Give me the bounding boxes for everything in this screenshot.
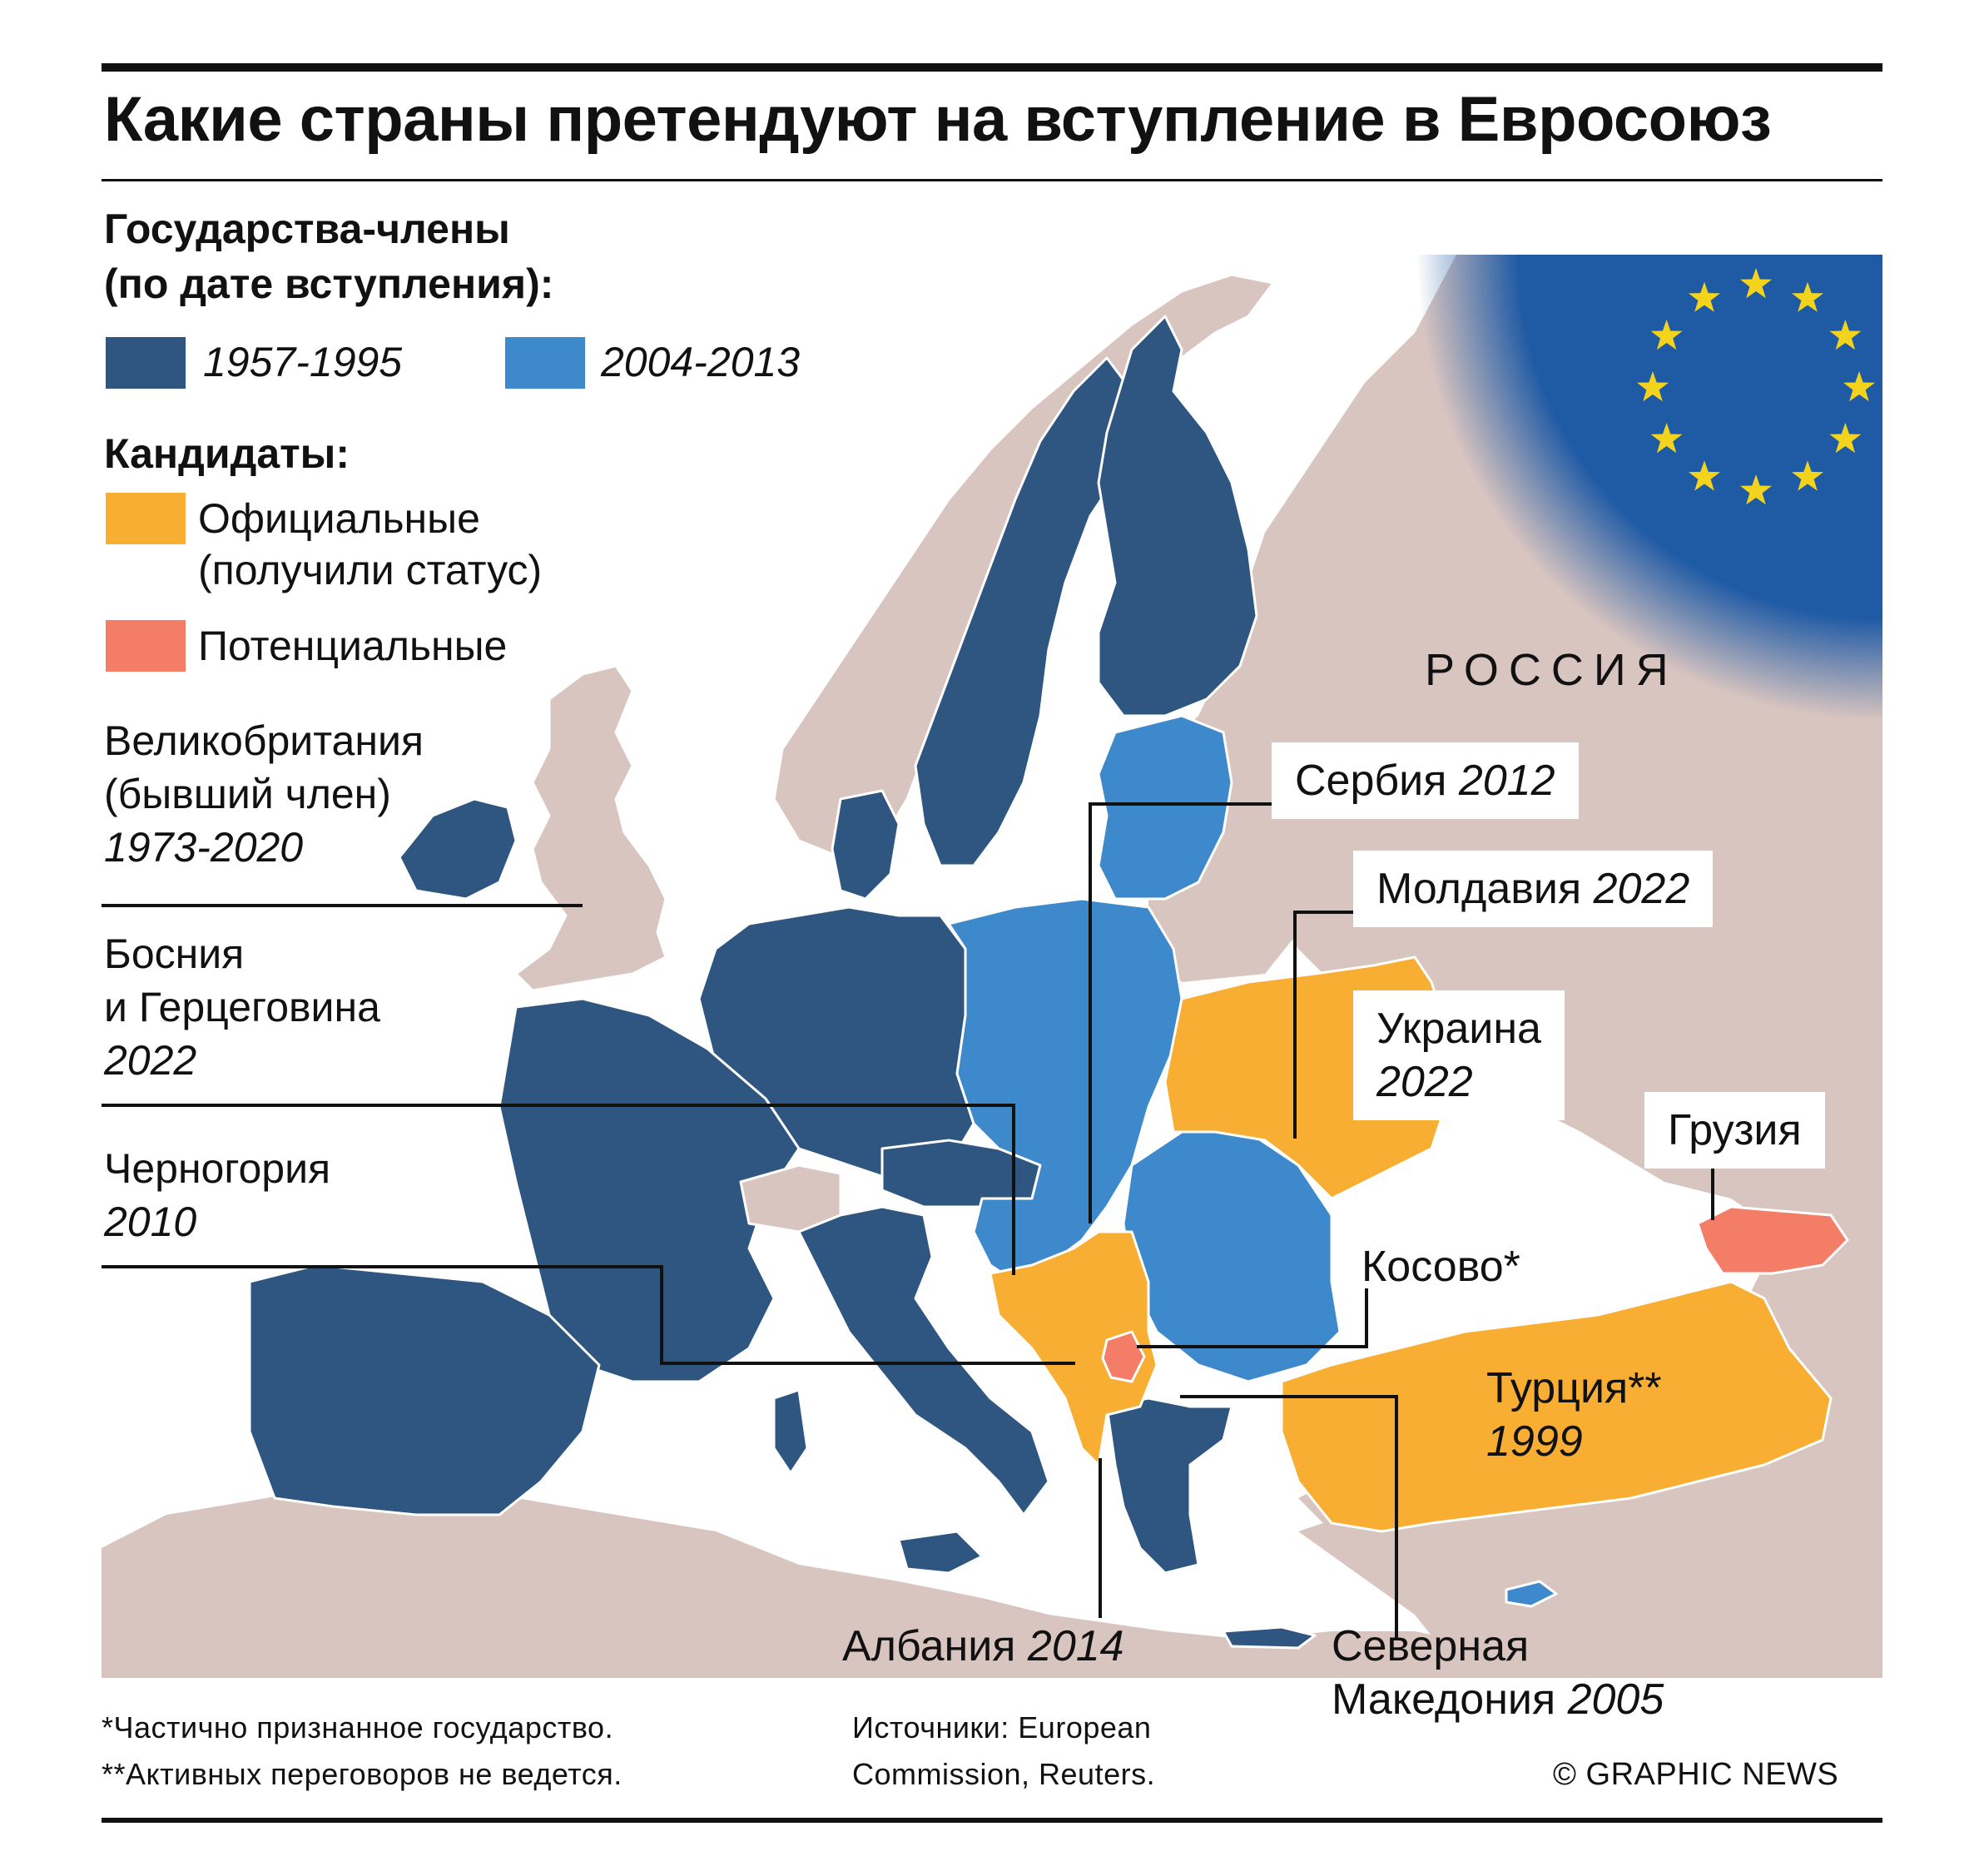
sources: Источники: European Commission, Reuters. bbox=[852, 1705, 1155, 1798]
moldova-label: Молдавия 2022 bbox=[1353, 851, 1714, 927]
eu-star-10 bbox=[1637, 371, 1669, 402]
legend-period-2: 2004-2013 bbox=[601, 339, 801, 385]
nmk-name-line-2: Македония 2005 bbox=[1332, 1673, 1664, 1726]
france bbox=[498, 997, 801, 1383]
uk-name: Великобритания bbox=[104, 717, 424, 764]
bih-label: Босния и Герцеговина 2022 bbox=[104, 927, 380, 1087]
serbia-leader bbox=[1089, 802, 1272, 1223]
legend-members-subheading: (по дате вступления): bbox=[104, 261, 554, 307]
top-rule bbox=[102, 63, 1882, 72]
cyprus bbox=[1505, 1580, 1558, 1608]
legend-potential-label: Потенциальные bbox=[198, 623, 508, 669]
nmk-label: Северная Македония 2005 bbox=[1332, 1620, 1664, 1726]
greece bbox=[1105, 1397, 1233, 1575]
mne-leader bbox=[102, 1265, 1075, 1365]
eu-star-2 bbox=[1792, 281, 1823, 312]
iberia bbox=[248, 1263, 601, 1516]
denmark bbox=[831, 789, 900, 901]
sicily bbox=[897, 1530, 984, 1575]
legend-official-sublabel: (получили статус) bbox=[198, 547, 543, 593]
nmk-name-line-1: Северная bbox=[1332, 1622, 1530, 1670]
legend-period-1: 1957-1995 bbox=[203, 339, 403, 385]
georgia-label: Грузия bbox=[1644, 1092, 1825, 1169]
bih-name-line-2: и Герцеговина bbox=[104, 984, 380, 1030]
russia-label: РОССИЯ bbox=[1425, 645, 1679, 695]
footnote-2: **Активных переговоров не ведется. bbox=[102, 1757, 622, 1791]
eu-star-3 bbox=[1829, 320, 1862, 350]
serbia-year: 2012 bbox=[1458, 757, 1555, 805]
turkey-year: 1999 bbox=[1486, 1417, 1583, 1466]
eu-star-1 bbox=[1740, 268, 1772, 299]
turkey-label: Турция** 1999 bbox=[1486, 1362, 1662, 1468]
eu-star-11 bbox=[1650, 320, 1683, 350]
uk-label: Великобритания (бывший член) 1973-2020 bbox=[104, 714, 424, 874]
swatch-official bbox=[106, 493, 186, 544]
baltics bbox=[1097, 714, 1233, 901]
legend-official-label: Официальные bbox=[198, 495, 480, 542]
uk-status: (бывший член) bbox=[104, 771, 391, 817]
turkey bbox=[1280, 1280, 1833, 1533]
serbia-name: Сербия bbox=[1295, 757, 1447, 805]
moldova-name: Молдавия bbox=[1376, 865, 1582, 913]
bih-year: 2022 bbox=[104, 1037, 197, 1084]
bottom-rule bbox=[102, 1818, 1882, 1823]
eu-stars bbox=[1637, 268, 1875, 505]
ukraine-label: Украина 2022 bbox=[1353, 990, 1565, 1120]
uk-years: 1973-2020 bbox=[104, 824, 304, 871]
kosovo-leader bbox=[1137, 1288, 1368, 1348]
eu-star-12 bbox=[1689, 281, 1720, 312]
title-underline bbox=[102, 179, 1882, 181]
mne-year: 2010 bbox=[104, 1199, 197, 1245]
albania-name: Албания bbox=[842, 1622, 1016, 1670]
kosovo-name: Косово* bbox=[1362, 1243, 1520, 1291]
nmk-name-2: Македония bbox=[1332, 1675, 1556, 1724]
bih-name-line-1: Босния bbox=[104, 931, 245, 977]
kosovo-label: Косово* bbox=[1362, 1240, 1520, 1293]
mne-label: Черногория 2010 bbox=[104, 1142, 330, 1248]
page-title: Какие страны претендуют на вступление в … bbox=[104, 84, 1772, 155]
moldova-year: 2022 bbox=[1593, 865, 1690, 913]
sources-line-1: Источники: European bbox=[852, 1710, 1152, 1744]
legend-candidates-heading: Кандидаты: bbox=[104, 430, 350, 477]
moldova-leader bbox=[1293, 911, 1353, 1139]
georgia-name: Грузия bbox=[1668, 1106, 1802, 1154]
albania-label: Албания 2014 bbox=[842, 1620, 1124, 1673]
sardinia bbox=[772, 1388, 809, 1475]
footnotes: *Частично признанное государство. **Акти… bbox=[102, 1705, 622, 1798]
italy bbox=[797, 1205, 1050, 1516]
swatch-potential bbox=[106, 620, 186, 672]
western-balkans bbox=[989, 1230, 1158, 1467]
eu-star-5 bbox=[1829, 423, 1862, 454]
eu-star-8 bbox=[1689, 460, 1720, 491]
serbia-label: Сербия 2012 bbox=[1272, 742, 1579, 819]
kosovo bbox=[1101, 1330, 1146, 1383]
swatch-2004-2013 bbox=[505, 337, 585, 389]
ukraine-name: Украина bbox=[1376, 1005, 1541, 1053]
eu-flag-glow bbox=[1332, 255, 1882, 754]
ukraine-year: 2022 bbox=[1376, 1058, 1473, 1106]
eu-star-9 bbox=[1650, 423, 1683, 454]
eu-star-4 bbox=[1843, 371, 1875, 402]
bih-leader bbox=[102, 1104, 1015, 1275]
nmk-year: 2005 bbox=[1567, 1675, 1664, 1724]
finland bbox=[1097, 315, 1258, 717]
sources-line-2: Commission, Reuters. bbox=[852, 1757, 1156, 1791]
crete bbox=[1222, 1625, 1317, 1650]
leader-lines bbox=[102, 802, 1714, 1638]
footnote-1: *Частично признанное государство. bbox=[102, 1710, 614, 1744]
ireland bbox=[398, 797, 518, 901]
north-africa-land bbox=[102, 1481, 1498, 1678]
eu-star-7 bbox=[1740, 474, 1772, 505]
nmk-leader bbox=[1180, 1395, 1398, 1638]
turkey-name: Турция** bbox=[1486, 1364, 1662, 1412]
mne-name: Черногория bbox=[104, 1145, 331, 1192]
eu-star-6 bbox=[1792, 460, 1823, 491]
legend-members-heading: Государства-члены bbox=[104, 206, 510, 252]
georgia bbox=[1696, 1205, 1849, 1275]
credit: © GRAPHIC NEWS bbox=[1553, 1757, 1839, 1792]
albania-year: 2014 bbox=[1027, 1622, 1124, 1670]
swatch-1957-1995 bbox=[106, 337, 186, 389]
uk-land bbox=[514, 664, 667, 992]
